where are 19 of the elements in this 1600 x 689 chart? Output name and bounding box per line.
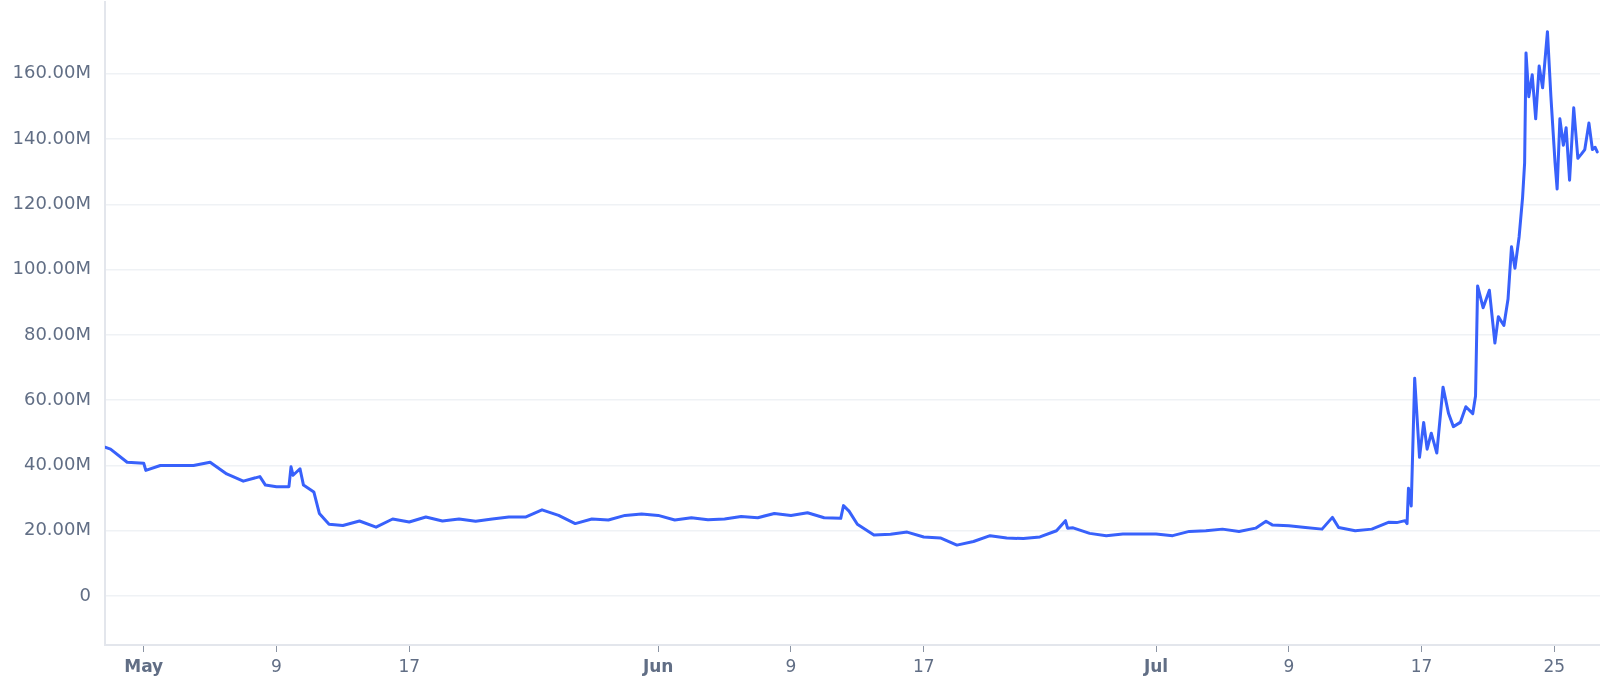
- x-tick-label: 9: [271, 655, 282, 676]
- x-tick-label: 9: [1283, 655, 1295, 676]
- y-tick-label: 0: [79, 583, 91, 605]
- y-tick-label: 60.00M: [23, 387, 91, 409]
- x-tick-label: Jun: [641, 655, 674, 676]
- y-tick-label: 120.00M: [12, 192, 91, 214]
- x-tick-label: 17: [398, 655, 421, 676]
- y-tick-label: 40.00M: [23, 453, 91, 475]
- y-tick-label: 100.00M: [12, 257, 91, 279]
- x-tick-label: 9: [785, 655, 797, 676]
- x-tick-label: 17: [912, 655, 935, 676]
- x-tick-label: 25: [1543, 655, 1566, 676]
- x-tick-label: Jul: [1142, 655, 1169, 676]
- x-tick-label: 17: [1410, 655, 1433, 676]
- y-tick-label: 20.00M: [23, 518, 91, 540]
- y-tick-label: 80.00M: [23, 322, 91, 344]
- x-tick-label: May: [124, 655, 164, 676]
- y-tick-label: 140.00M: [12, 126, 91, 148]
- y-tick-label: 160.00M: [12, 61, 91, 83]
